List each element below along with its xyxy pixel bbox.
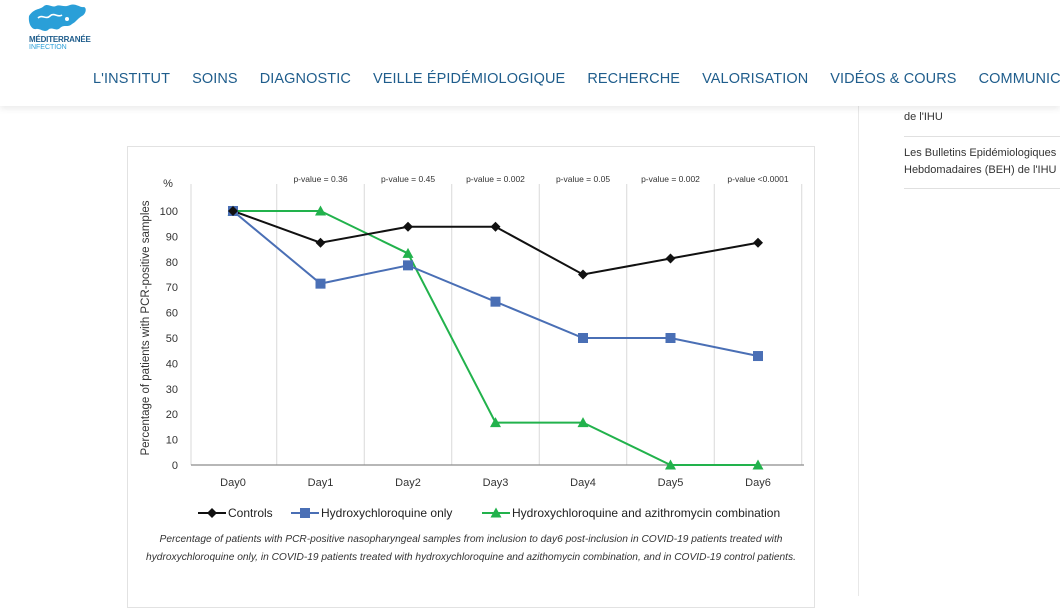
y-tick-label: 30 — [166, 384, 178, 396]
main-nav: L'INSTITUT SOINS DIAGNOSTIC VEILLE ÉPIDÉ… — [93, 71, 1060, 87]
nav-item-soins[interactable]: SOINS — [192, 71, 238, 87]
y-tick-label: 80 — [166, 257, 178, 269]
sidebar-link-beh[interactable]: Les Bulletins Epidémiologiques Hebdomada… — [904, 147, 1057, 176]
y-axis-label: Percentage of patients with PCR-positive… — [140, 200, 152, 455]
p-value-label: p-value = 0.002 — [641, 174, 700, 184]
series-line-0 — [232, 210, 759, 276]
sidebar-separator — [904, 136, 1060, 137]
data-point-0 — [665, 253, 676, 264]
nav-item-communication[interactable]: COMMUNICATION — [978, 71, 1060, 87]
nav-item-institut[interactable]: L'INSTITUT — [93, 71, 171, 87]
line-chart: % 0 10 20 30 40 50 60 70 80 90 100 Percentage of pat… — [140, 174, 804, 520]
y-tick-label: 0 — [172, 460, 178, 472]
figure-caption: Percentage of patients with PCR-positive… — [146, 534, 796, 563]
nav-item-recherche[interactable]: RECHERCHE — [587, 71, 681, 87]
data-point-0 — [228, 206, 238, 216]
legend-label: Hydroxychloroquine only — [321, 506, 452, 520]
data-point-2 — [665, 459, 676, 470]
data-point-2 — [402, 247, 414, 258]
y-tick-label: 100 — [160, 206, 178, 218]
nav-item-diagnostic[interactable]: DIAGNOSTIC — [259, 71, 351, 87]
data-point-2 — [490, 417, 501, 428]
y-unit-label: % — [163, 178, 173, 190]
x-tick-label: Day1 — [308, 477, 334, 489]
data-point-0 — [315, 237, 326, 248]
figure-box: % 0 10 20 30 40 50 60 70 80 90 100 Percentage of pat… — [127, 146, 815, 608]
y-tick-label: 20 — [166, 409, 178, 421]
site-logo[interactable]: MÉDITERRANÉE INFECTION — [26, 2, 91, 52]
data-point-2 — [752, 459, 764, 470]
p-value-label: p-value = 0.05 — [556, 174, 610, 184]
series-line-1 — [232, 210, 759, 358]
sidebar-divider — [858, 106, 859, 596]
nav-item-veille[interactable]: VEILLE ÉPIDÉMIOLOGIQUE — [372, 71, 566, 87]
data-point-1 — [490, 296, 501, 307]
y-tick-label: 50 — [166, 333, 178, 345]
data-point-1 — [403, 260, 413, 271]
data-point-2 — [315, 205, 326, 216]
y-tick-label: 60 — [166, 308, 178, 320]
p-value-label: p-value = 0.45 — [381, 174, 435, 184]
p-value-label: p-value = 0.36 — [293, 174, 347, 184]
sidebar-separator — [904, 188, 1060, 189]
x-tick-label: Day4 — [570, 477, 596, 489]
y-tick-label: 10 — [166, 435, 178, 447]
sidebar-link-ihu[interactable]: de l'IHU — [904, 111, 943, 123]
data-point-2 — [577, 417, 589, 428]
x-tick-label: Day5 — [658, 477, 684, 489]
p-value-label: p-value = 0.002 — [466, 174, 525, 184]
y-tick-label: 90 — [166, 231, 178, 243]
map-logo-icon — [28, 4, 86, 31]
data-point-0 — [753, 237, 763, 248]
site-header: MÉDITERRANÉE INFECTION L'INSTITUT SOINS … — [0, 0, 1060, 106]
data-point-1 — [753, 351, 763, 362]
x-tick-label: Day0 — [220, 477, 246, 489]
x-tick-label: Day6 — [745, 477, 771, 489]
data-point-1 — [315, 278, 326, 289]
y-tick-label: 70 — [166, 282, 178, 294]
legend-label: Hydroxychloroquine and azithromycin comb… — [512, 506, 780, 520]
x-tick-label: Day2 — [395, 477, 421, 489]
data-point-0 — [578, 269, 588, 280]
data-point-0 — [490, 221, 501, 232]
data-point-0 — [403, 221, 413, 232]
logo-text-line1: MÉDITERRANÉE — [29, 35, 91, 44]
x-tick-label: Day3 — [483, 477, 509, 489]
data-point-1 — [578, 333, 588, 343]
nav-item-valorisation[interactable]: VALORISATION — [702, 71, 809, 87]
logo-text-line2: INFECTION — [29, 44, 67, 51]
legend-label: Controls — [228, 506, 273, 520]
legend-marker — [207, 508, 217, 518]
p-value-label: p-value <0.0001 — [727, 174, 788, 184]
legend-marker — [490, 507, 502, 518]
nav-item-videos[interactable]: VIDÉOS & COURS — [830, 71, 957, 87]
y-tick-label: 40 — [166, 358, 178, 370]
legend-marker — [300, 508, 310, 518]
data-point-1 — [665, 333, 676, 343]
